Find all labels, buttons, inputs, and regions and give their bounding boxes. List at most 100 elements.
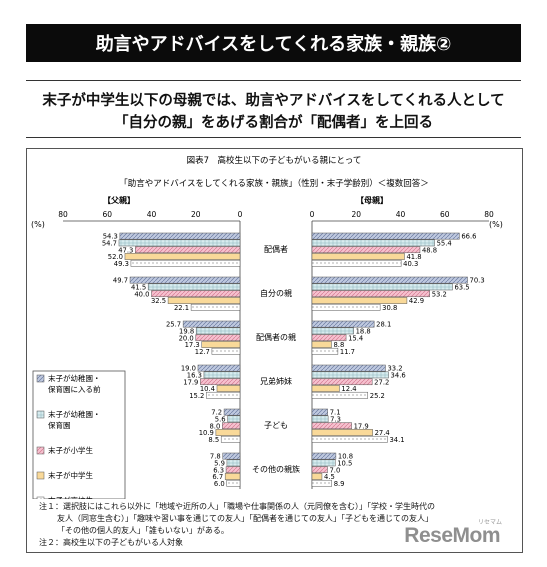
- mother-data-label: 25.2: [370, 392, 385, 400]
- father-data-label: 25.7: [166, 321, 181, 329]
- mother-data-label: 63.5: [454, 284, 469, 292]
- page-title: 助言やアドバイスをしてくれる家族・親族②: [95, 34, 452, 55]
- mother-data-label: 7.3: [330, 416, 341, 424]
- father-data-label: 15.2: [189, 392, 204, 400]
- mother-data-label: 34.1: [389, 436, 404, 444]
- legend-label: 末子が高校生: [48, 495, 93, 499]
- father-data-label: 47.3: [118, 246, 133, 254]
- mother-data-label: 33.2: [387, 365, 402, 373]
- father-bar: [220, 435, 241, 443]
- mother-bar: [311, 283, 453, 291]
- mother-bar: [311, 246, 421, 254]
- mother-data-label: 27.4: [375, 429, 390, 437]
- mother-bar: [311, 327, 354, 335]
- mother-bar: [311, 253, 405, 260]
- mother-data-label: 8.9: [334, 480, 345, 488]
- father-data-label: 6.0: [214, 480, 225, 488]
- mother-data-label: 18.8: [356, 328, 371, 336]
- father-bar: [124, 253, 241, 260]
- legend-label: 末子が中学生: [48, 470, 93, 480]
- mother-bar: [311, 290, 430, 298]
- father-bar: [216, 385, 241, 392]
- mother-data-label: 7.0: [329, 466, 340, 474]
- father-bar: [135, 246, 241, 254]
- father-bar: [222, 452, 241, 460]
- mother-bar: [311, 259, 402, 267]
- legend-label: 末子が小学生: [48, 445, 93, 455]
- mother-data-label: 70.3: [470, 277, 485, 285]
- father-bar: [206, 391, 241, 399]
- father-data-label: 10.4: [200, 385, 215, 393]
- father-bar: [200, 378, 241, 386]
- mother-data-label: 12.4: [341, 385, 356, 393]
- father-bar: [227, 415, 241, 423]
- father-data-label: 10.9: [199, 429, 214, 437]
- mother-data-label: 48.8: [422, 246, 437, 254]
- bottom-divider: [26, 137, 521, 138]
- legend-swatch: [36, 410, 45, 419]
- mother-data-label: 41.8: [406, 253, 421, 261]
- father-bar: [151, 290, 241, 298]
- tick-label-mother: 60: [440, 210, 450, 219]
- butterfly-bar-chart: 図表7 高校生以下の子どもがいる親にとって「助言やアドバイスをしてくれる家族・親…: [31, 155, 503, 499]
- father-data-label: 54.3: [103, 233, 118, 241]
- father-bar: [226, 459, 241, 467]
- headline-line-1: 末子が中学生以下の母親では、助言やアドバイスをしてくれる人として: [42, 93, 505, 109]
- father-bar: [225, 466, 241, 474]
- mother-bar: [311, 459, 336, 467]
- tick-label-mother: 0: [310, 210, 315, 219]
- page-title-bar: 助言やアドバイスをしてくれる家族・親族②: [26, 24, 521, 62]
- mother-bar: [311, 466, 328, 474]
- father-bar: [129, 276, 241, 284]
- category-label: 自分の親: [260, 288, 292, 298]
- mother-data-label: 42.9: [409, 297, 424, 305]
- mother-data-label: 55.4: [437, 240, 452, 248]
- father-data-label: 5.9: [214, 460, 225, 468]
- mother-data-label: 66.6: [461, 233, 476, 241]
- note-line-2: 友人（同窓生含む）」「趣味や習い事を通じての友人」「配偶者を通じての友人」「子ど…: [57, 514, 433, 523]
- mother-data-label: 10.8: [338, 453, 353, 461]
- category-label: 配偶者の親: [256, 332, 296, 342]
- mother-data-label: 28.1: [376, 321, 391, 329]
- legend-swatch: [36, 496, 45, 499]
- father-data-label: 6.7: [212, 473, 223, 481]
- mother-data-label: 53.2: [432, 290, 447, 298]
- note-line-3: 「その他の個人的友人」「誰もいない」がある。: [57, 526, 229, 535]
- father-bar: [203, 371, 241, 379]
- father-bar: [224, 473, 241, 480]
- father-bar: [223, 408, 241, 416]
- father-data-label: 41.5: [131, 284, 146, 292]
- chart-title: 「助言やアドバイスをしてくれる家族・親族」（性別・末子学齢別）＜複数回答＞: [119, 178, 429, 189]
- father-data-label: 7.2: [211, 409, 222, 417]
- father-data-label: 19.8: [179, 328, 194, 336]
- right-unit-label: (%): [489, 220, 503, 229]
- mother-bar: [311, 276, 468, 284]
- father-data-label: 12.7: [195, 348, 210, 356]
- headline-line-2: 「自分の親」をあげる割合が「配偶者」を上回る: [114, 115, 433, 131]
- mother-data-label: 4.5: [324, 473, 335, 481]
- father-data-label: 17.9: [183, 378, 198, 386]
- legend-label: 保育園: [48, 420, 71, 430]
- father-bar: [215, 429, 241, 436]
- figure-label: 図表7 高校生以下の子どもがいる親にとって: [187, 155, 362, 166]
- tick-label-father: 0: [238, 210, 243, 219]
- mother-data-label: 8.8: [333, 341, 344, 349]
- father-data-label: 6.3: [213, 466, 224, 474]
- tick-label-mother: 40: [396, 210, 406, 219]
- father-data-label: 19.0: [181, 365, 196, 373]
- mother-bar: [311, 415, 329, 423]
- category-label: その他の親族: [252, 464, 300, 474]
- father-bar: [167, 297, 241, 304]
- legend-label: 末子が幼稚園・: [48, 373, 101, 383]
- mother-bar: [311, 479, 332, 487]
- father-bar: [182, 320, 241, 328]
- mother-data-label: 11.7: [340, 348, 355, 356]
- mother-data-label: 17.9: [354, 422, 369, 430]
- mother-bar: [311, 364, 386, 372]
- father-data-label: 16.3: [187, 372, 202, 380]
- father-data-label: 8.5: [208, 436, 219, 444]
- mother-data-label: 30.8: [382, 304, 397, 312]
- father-data-label: 52.0: [108, 253, 123, 261]
- mother-bar: [311, 303, 381, 311]
- tick-label-father: 20: [191, 210, 201, 219]
